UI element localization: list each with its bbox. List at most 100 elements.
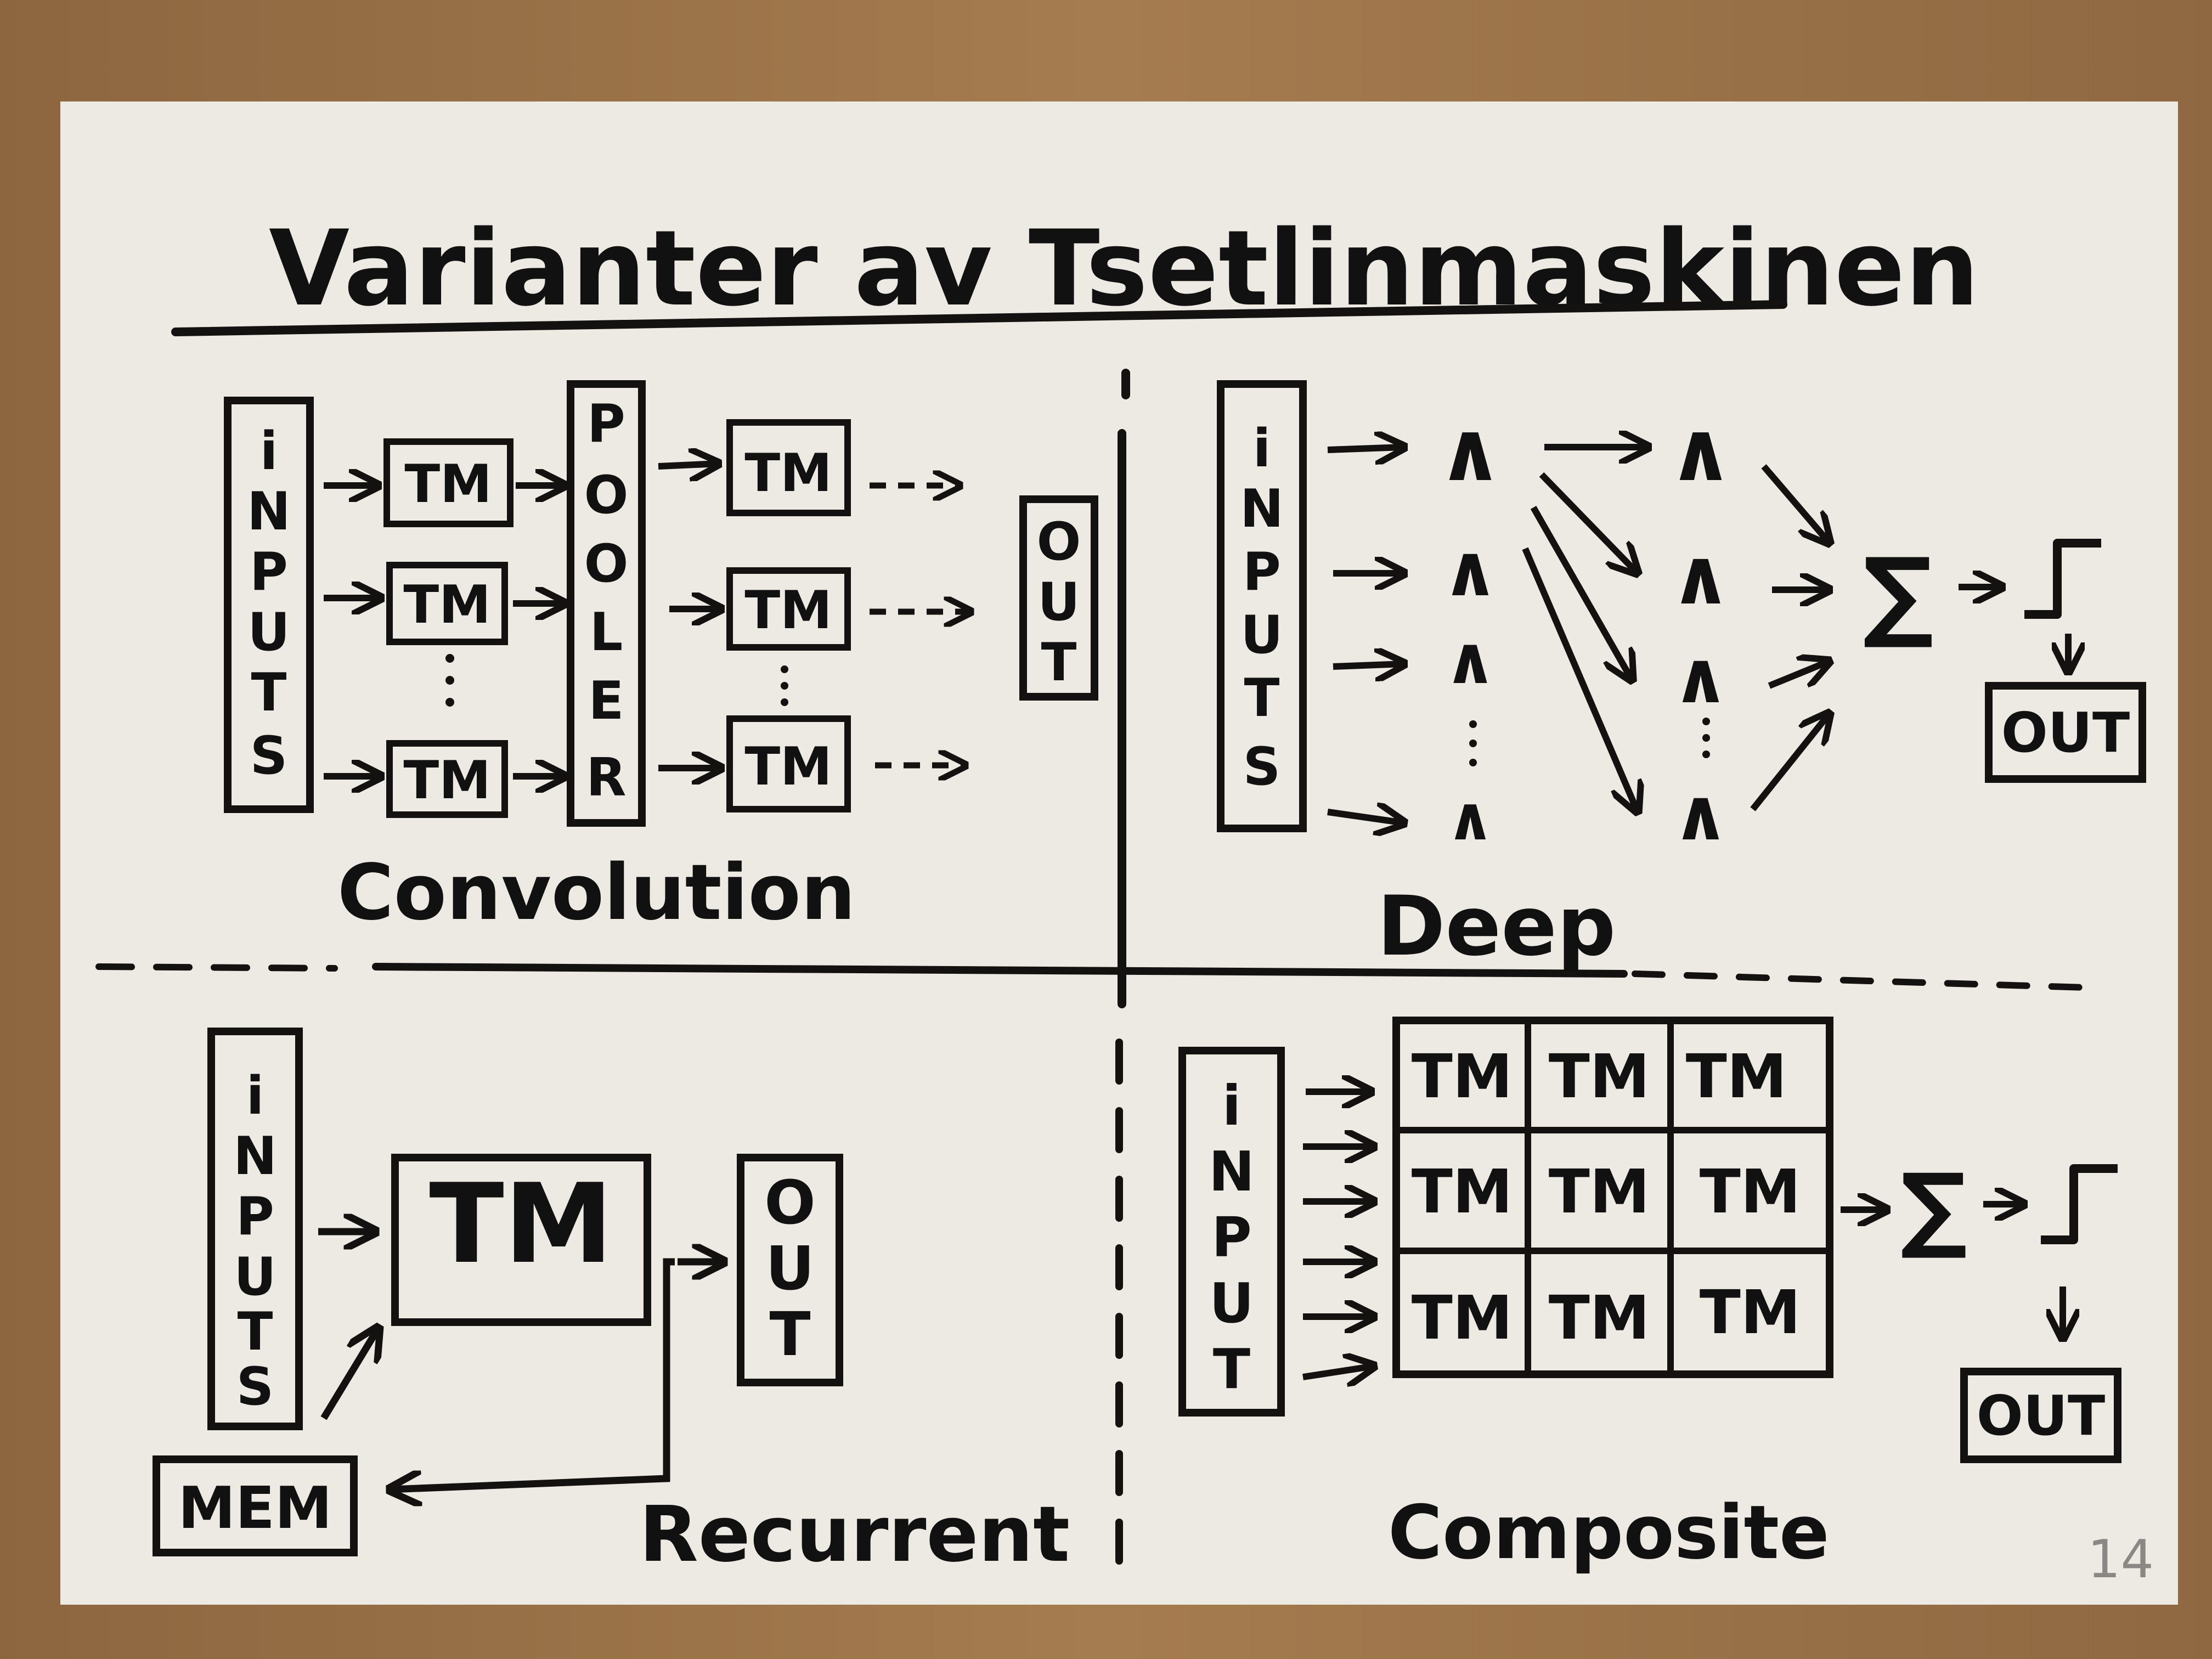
deep-inputs-letters: i N P U T S — [1240, 419, 1284, 797]
title-underline — [171, 300, 1787, 336]
composite-grid — [1392, 1017, 1833, 1378]
letter: S — [1243, 737, 1280, 797]
letter: U — [1209, 1271, 1254, 1335]
letter: U — [1240, 605, 1283, 665]
letter: U — [1037, 572, 1080, 633]
feedback-arrow — [390, 1258, 675, 1489]
letter: U — [234, 1247, 276, 1307]
letter: N — [233, 1126, 277, 1187]
letter: i — [260, 421, 278, 482]
deep-panel: i N P U T S ∧ ∧ ∧ ∧ ∧ ∧ ∧ ∧ — [1217, 380, 2146, 974]
letter: T — [251, 663, 287, 723]
conv-tm-label-4: TM — [744, 443, 832, 504]
arrow — [1768, 661, 1830, 689]
conv-out-box — [1019, 495, 1098, 701]
composite-tm-cell: TM — [1412, 1283, 1513, 1353]
arrow — [1327, 812, 1404, 823]
letter: P — [236, 1187, 274, 1247]
recurrent-panel: i N P U T S TM O U T MEM Recurrent — [153, 1028, 1070, 1579]
mem-box — [153, 1455, 358, 1556]
letter: i — [1253, 419, 1271, 479]
composite-tm-cell: TM — [1549, 1156, 1650, 1227]
conv-tm-box-4 — [726, 419, 851, 516]
letter: P — [587, 394, 625, 454]
recurrent-out-box — [737, 1154, 843, 1386]
conv-tm-label-2: TM — [403, 575, 490, 635]
recurrent-inputs-box — [207, 1028, 303, 1430]
composite-tm-cell: TM — [1686, 1041, 1787, 1111]
arrow — [1761, 464, 1830, 543]
horizontal-divider — [372, 963, 1628, 978]
arrow — [1750, 713, 1830, 811]
letter: P — [1243, 542, 1281, 602]
conv-tm-label-5: TM — [744, 580, 832, 641]
letter: O — [584, 534, 629, 594]
and-node: ∧ — [1672, 636, 1730, 719]
deep-out-label: OUT — [2001, 701, 2130, 765]
convolution-inputs-letters: i N P U T S — [247, 421, 291, 786]
arrow — [1522, 547, 1638, 812]
horizontal-divider-dashed-right — [1632, 970, 2088, 991]
deep-label: Deep — [1377, 879, 1616, 974]
letter: R — [586, 748, 626, 808]
conv-tm-box-6 — [726, 715, 851, 812]
conv-tm-box-3 — [386, 740, 508, 818]
composite-tm-cell: TM — [1549, 1041, 1650, 1111]
and-node: ∧ — [1667, 404, 1734, 500]
recurrent-inputs-letters: i N P U T S — [233, 1066, 277, 1417]
composite-out-box — [1960, 1368, 2121, 1463]
arrow — [658, 464, 719, 466]
convolution-panel: i N P U T S TM TM TM P O O L E R — [224, 380, 1098, 938]
arrow — [1333, 664, 1404, 667]
composite-label: Composite — [1388, 1489, 1830, 1576]
convolution-label: Convolution — [337, 848, 855, 938]
pooler-letters: P O O L E R — [584, 394, 629, 808]
horizontal-divider-dashed-left — [95, 963, 338, 972]
letter: T — [1041, 633, 1077, 693]
deep-ellipsis-2 — [1702, 718, 1710, 758]
letter: N — [1209, 1139, 1255, 1204]
convolution-inputs-box — [224, 397, 314, 813]
composite-tm-cell: TM — [1549, 1283, 1650, 1353]
and-node: ∧ — [1672, 773, 1730, 856]
composite-tm-cell: TM — [1412, 1041, 1513, 1111]
step-function-icon — [2041, 1164, 2118, 1244]
letter: O — [584, 465, 629, 526]
conv-tm-box-1 — [383, 438, 514, 527]
letter: U — [247, 602, 290, 663]
step-function-icon — [2024, 539, 2101, 619]
letter: S — [236, 1357, 274, 1417]
sum-symbol: ∑ — [1900, 1154, 1967, 1262]
composite-input-box — [1178, 1047, 1285, 1417]
recurrent-tm-box — [391, 1154, 651, 1326]
letter: N — [247, 482, 291, 542]
conv-tm-box-5 — [726, 567, 851, 651]
and-node: ∧ — [1441, 529, 1499, 612]
arrow — [1327, 447, 1404, 450]
conv-tm-label-1: TM — [404, 454, 492, 515]
arrow — [320, 1328, 379, 1420]
letter: L — [590, 602, 623, 663]
recurrent-tm-label: TM — [429, 1160, 613, 1288]
letter: T — [1213, 1337, 1250, 1401]
and-node: ∧ — [1437, 404, 1504, 500]
letter: E — [589, 671, 624, 731]
deep-inputs-box — [1217, 380, 1307, 832]
letter: U — [765, 1233, 814, 1304]
letter: T — [1244, 668, 1280, 729]
letter: P — [250, 542, 288, 602]
letter: T — [238, 1302, 273, 1362]
arrow — [1302, 1366, 1374, 1377]
letter: i — [246, 1066, 264, 1126]
composite-tm-cell: TM — [1412, 1156, 1513, 1227]
letter: S — [250, 726, 287, 786]
deep-ellipsis-1 — [1469, 720, 1477, 766]
composite-tm-cell: TM — [1700, 1156, 1801, 1227]
composite-tm-cell: TM — [1700, 1277, 1801, 1347]
letter: P — [1211, 1205, 1251, 1269]
page-number: 14 — [2087, 1530, 2154, 1590]
and-node: ∧ — [1669, 533, 1732, 622]
conv-tm-box-2 — [386, 562, 508, 645]
composite-input-letters: i N P U T — [1209, 1074, 1255, 1401]
